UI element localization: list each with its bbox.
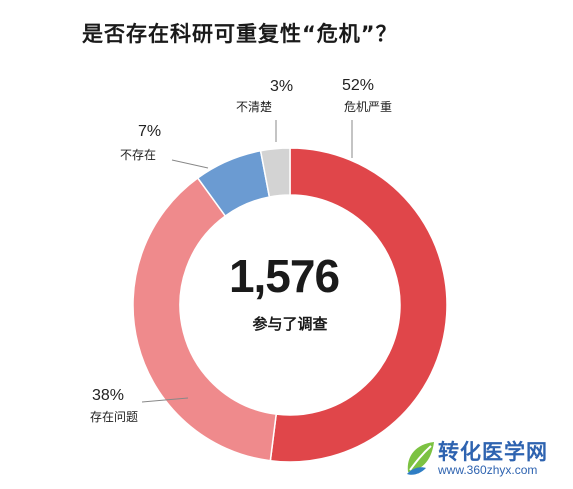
- donut-slices: [132, 147, 448, 463]
- watermark-title: 转化医学网: [438, 440, 548, 464]
- slice-labels: 52% 危机严重 38% 存在问题 7% 不存在 3% 不清楚: [90, 77, 392, 424]
- slice-has-issues: [132, 176, 278, 462]
- leader-line-has-issues: [141, 397, 189, 403]
- slice-critical: [269, 147, 448, 463]
- pct-label-has-issues: 38%: [92, 387, 124, 404]
- chart-title: 是否存在科研可重复性“危机”？: [82, 22, 398, 46]
- pct-label-critical: 52%: [342, 77, 374, 94]
- watermark-url: www.360zhyx.com: [438, 463, 538, 477]
- leader-line-not-exist: [171, 159, 209, 169]
- pct-label-unsure: 3%: [270, 78, 293, 95]
- total-respondents: 1,576: [229, 250, 339, 302]
- slice-unsure: [259, 147, 291, 198]
- leaf-logo-icon: [407, 442, 434, 475]
- category-label-critical: 危机严重: [344, 100, 392, 114]
- pct-label-not-exist: 7%: [138, 123, 161, 140]
- category-label-unsure: 不清楚: [236, 100, 272, 114]
- total-caption: 参与了调查: [252, 315, 328, 333]
- leader-lines: [141, 120, 353, 403]
- category-label-not-exist: 不存在: [120, 148, 156, 162]
- category-label-has-issues: 存在问题: [90, 410, 138, 424]
- watermark: 转化医学网 www.360zhyx.com: [404, 432, 569, 484]
